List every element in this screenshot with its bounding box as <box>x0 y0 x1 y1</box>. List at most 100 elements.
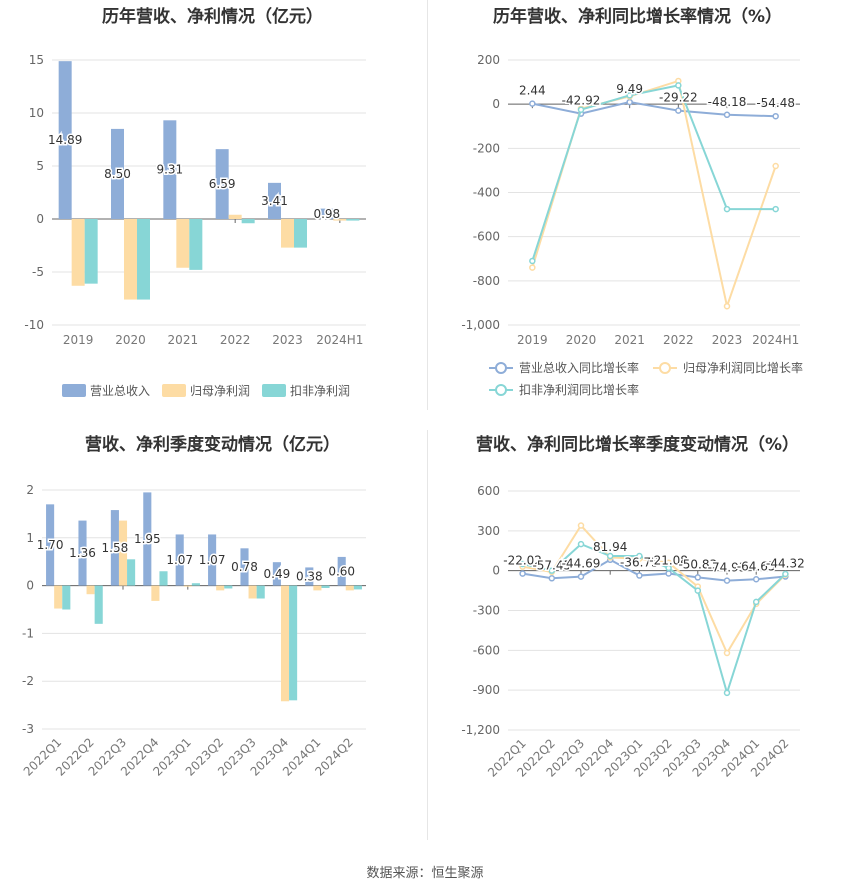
data-label: 2.44 <box>519 84 546 98</box>
legend-label: 归母净利润 <box>190 384 250 398</box>
bar-营业总收入 <box>175 534 184 586</box>
point-归母净利润同比增长率 <box>529 264 536 271</box>
point-营业总收入同比增长率 <box>529 100 536 107</box>
data-label: -50.83 <box>678 557 717 571</box>
data-label: 0.98 <box>313 207 340 221</box>
point-扣非净利润同比增长率 <box>626 92 633 99</box>
line-扣非净利润同比增长率 <box>522 542 787 697</box>
bar-营业总收入 <box>78 520 87 586</box>
data-label: 1.07 <box>166 553 193 567</box>
point-扣非净利润同比增长率 <box>577 106 585 113</box>
point-扣非净利润同比增长率 <box>772 205 779 213</box>
y-tick-label: -600 <box>473 643 500 657</box>
bar-归母净利润 <box>183 585 192 587</box>
chart-title: 历年营收、净利情况（亿元） <box>102 7 323 27</box>
data-label: -21.08 <box>649 553 688 567</box>
point-营业总收入同比增长率 <box>694 574 702 581</box>
y-tick-label: -5 <box>32 265 44 279</box>
data-label: 0.78 <box>231 560 258 574</box>
line-归母净利润同比增长率 <box>522 523 787 656</box>
data-label: -57.45 <box>532 558 571 572</box>
point-营业总收入同比增长率 <box>772 112 779 120</box>
bar-营业总收入 <box>268 182 281 219</box>
bar-营业总收入 <box>305 567 314 586</box>
bar-归母净利润 <box>86 585 95 595</box>
chart-panel-annual-amounts: 历年营收、净利情况（亿元） 15 10 5 0 -5 -10 2019 2020 2021 202… <box>0 0 425 430</box>
data-label: 81.94 <box>593 540 627 554</box>
bar-扣非净利润 <box>321 585 330 588</box>
line-营业总收入同比增长率 <box>532 101 776 118</box>
point-扣非净利润同比增长率 <box>529 257 536 265</box>
point-扣非净利润同比增长率 <box>548 567 556 574</box>
x-tick-label: 2020 <box>566 333 597 347</box>
bar-归母净利润 <box>124 219 137 300</box>
bar-扣非净利润 <box>84 219 98 284</box>
data-label: -36.75 <box>620 556 659 570</box>
data-label: -74.93 <box>708 561 747 575</box>
bar-归母净利润 <box>176 219 190 268</box>
point-扣非净利润同比增长率 <box>723 689 731 697</box>
bar-扣非净利润 <box>94 585 103 624</box>
point-归母净利润同比增长率 <box>772 162 779 170</box>
y-tick-label: 0 <box>36 212 44 226</box>
data-label: 1.58 <box>102 541 129 555</box>
bar-归母净利润 <box>71 219 85 286</box>
legend-marker <box>495 362 507 374</box>
point-营业总收入同比增长率 <box>519 570 526 577</box>
point-营业总收入同比增长率 <box>723 577 731 584</box>
point-归母净利润同比增长率 <box>723 302 731 310</box>
bar-扣非净利润 <box>189 219 203 270</box>
bar-归母净利润 <box>333 219 347 221</box>
point-扣非净利润同比增长率 <box>636 552 643 560</box>
point-归母净利润同比增长率 <box>723 649 731 657</box>
bar-营业总收入 <box>143 492 152 586</box>
legend-marker <box>495 384 507 396</box>
x-tick-label: 2021 <box>168 333 199 347</box>
chart-annual-amounts: 15 10 5 0 -5 -10 2019 2020 2021 2022 2023 2024H1 14.… <box>24 53 366 398</box>
legend-marker <box>659 362 671 374</box>
bar-扣非净利润 <box>62 585 71 610</box>
bar-营业总收入 <box>110 510 119 586</box>
bar-营业总收入 <box>163 120 177 219</box>
y-tick-label: -1,200 <box>461 723 500 737</box>
chart-panel-quarterly-amounts: 营收、净利季度变动情况（亿元） 2 1 0 -1 -2 -3 2022Q1 2022Q2 202… <box>0 428 425 858</box>
data-label: -42.92 <box>562 94 601 108</box>
chart-quarterly-growth: 6003000-300-600-900-1,2002022Q12022Q2202… <box>461 484 806 780</box>
data-label: 1.36 <box>69 546 96 560</box>
data-label: -22.02 <box>503 554 542 568</box>
bar-扣非净利润 <box>137 219 150 300</box>
y-tick-label: -1 <box>22 626 34 640</box>
bar-营业总收入 <box>320 208 334 219</box>
y-tick-label: 300 <box>477 524 500 538</box>
y-tick-label: -10 <box>24 318 44 332</box>
y-tick-label: -2 <box>22 674 34 688</box>
y-tick-label: -300 <box>473 604 500 618</box>
y-tick-label: -900 <box>473 683 500 697</box>
bar-扣非净利润 <box>256 585 265 599</box>
legend-swatch <box>162 384 186 397</box>
point-归母净利润同比增长率 <box>577 522 585 529</box>
data-label: -44.32 <box>766 557 805 571</box>
y-tick-label: 200 <box>477 53 500 67</box>
data-label: -44.69 <box>562 557 601 571</box>
data-label: -64.65 <box>737 559 776 573</box>
y-tick-label: -3 <box>22 722 34 736</box>
data-label: 6.59 <box>209 177 236 191</box>
x-tick-label: 2020 <box>115 333 146 347</box>
chart-title: 营收、净利季度变动情况（亿元） <box>85 435 340 455</box>
bar-归母净利润 <box>228 214 242 219</box>
data-label: -29.22 <box>659 91 698 105</box>
x-tick-label: 2023 <box>272 333 303 347</box>
y-tick-label: 1 <box>26 531 34 545</box>
point-扣非净利润同比增长率 <box>782 570 789 578</box>
point-扣非净利润同比增长率 <box>723 205 731 213</box>
x-tick-label: 2024H1 <box>316 333 363 347</box>
point-营业总收入同比增长率 <box>675 107 682 114</box>
data-label: 1.70 <box>37 538 64 552</box>
data-label: 9.31 <box>156 163 183 177</box>
data-label: 1.95 <box>134 532 161 546</box>
point-营业总收入同比增长率 <box>752 576 760 583</box>
data-label: 9.49 <box>616 82 643 96</box>
bar-扣非净利润 <box>353 585 362 590</box>
point-营业总收入同比增长率 <box>665 570 672 577</box>
